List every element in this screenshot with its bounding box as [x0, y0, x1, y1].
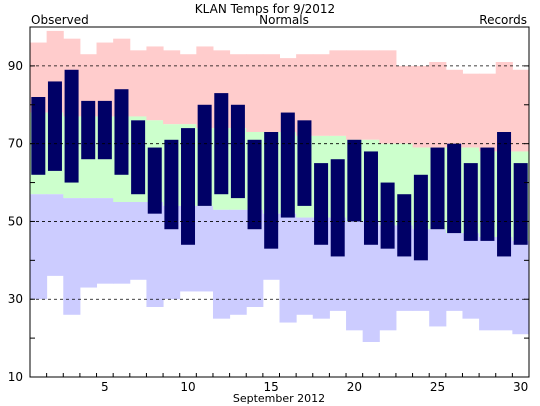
- legend-normals: Normals: [259, 13, 309, 27]
- observed-bar-day-2: [47, 81, 62, 171]
- observed-bar-day-27: [463, 163, 478, 241]
- record-low-band-day-20: [346, 221, 364, 331]
- y-tick-label-70: 70: [8, 137, 23, 151]
- record-high-band-day-15: [262, 54, 280, 132]
- observed-bar-day-23: [397, 194, 412, 257]
- y-tick-label-90: 90: [8, 59, 23, 73]
- record-low-band-day-26: [445, 233, 463, 311]
- record-low-band-day-6: [113, 202, 131, 284]
- record-low-band-day-13: [229, 209, 247, 315]
- record-low-band-day-12: [212, 209, 231, 319]
- record-low-band-day-22: [379, 225, 397, 331]
- observed-bar-day-29: [497, 132, 512, 257]
- record-high-band-day-9: [163, 50, 181, 125]
- record-high-band-day-27: [462, 73, 480, 148]
- record-low-band-day-5: [96, 198, 114, 284]
- record-high-band-day-20: [346, 50, 364, 140]
- record-low-band-day-16: [279, 213, 297, 323]
- observed-bar-day-9: [164, 139, 179, 230]
- observed-bar-day-16: [280, 112, 295, 218]
- record-low-band-day-3: [63, 198, 81, 315]
- record-low-band-day-29: [495, 237, 513, 331]
- record-high-band-day-10: [179, 54, 197, 125]
- y-tick-label-10: 10: [8, 370, 23, 384]
- observed-bar-day-15: [264, 132, 279, 249]
- record-high-band-day-23: [395, 65, 414, 144]
- observed-bar-day-25: [430, 147, 445, 230]
- record-high-band-day-29: [495, 62, 513, 152]
- record-high-band-day-26: [445, 69, 463, 148]
- x-axis-label: September 2012: [233, 392, 325, 405]
- record-high-band-day-22: [379, 50, 397, 144]
- record-low-band-day-17: [296, 217, 314, 315]
- record-low-band-day-28: [479, 237, 497, 331]
- observed-bar-day-3: [64, 69, 79, 183]
- observed-bar-day-8: [147, 147, 162, 214]
- y-axis: 10 30 50 70 90: [8, 26, 529, 384]
- legend-observed: Observed: [31, 13, 89, 27]
- observed-bar-day-21: [363, 151, 378, 245]
- record-low-band-day-21: [362, 221, 380, 342]
- observed-bar-day-14: [247, 139, 262, 230]
- record-low-band-day-14: [246, 209, 264, 307]
- record-low-band-day-9: [163, 205, 181, 300]
- record-low-band-day-7: [129, 202, 147, 280]
- record-high-band-day-30: [512, 69, 530, 152]
- record-low-band-day-2: [46, 194, 64, 276]
- observed-bar-day-13: [230, 104, 245, 199]
- observed-bar-day-22: [380, 182, 395, 249]
- x-tick-label-25: 25: [430, 380, 445, 394]
- observed-bar-day-20: [347, 139, 362, 222]
- x-tick-label-10: 10: [180, 380, 195, 394]
- observed-bar-day-17: [297, 120, 312, 206]
- x-tick-label-5: 5: [101, 380, 109, 394]
- record-low-band-day-11: [196, 205, 214, 292]
- observed-bar-day-24: [413, 174, 428, 261]
- y-tick-label-50: 50: [8, 214, 23, 228]
- observed-bar-day-7: [131, 120, 146, 195]
- record-high-band-day-8: [146, 46, 164, 121]
- legend-records: Records: [479, 13, 527, 27]
- observed-bar-day-28: [480, 147, 495, 241]
- record-high-band-day-28: [479, 73, 497, 152]
- observed-bar-day-19: [330, 159, 345, 257]
- y-tick-label-30: 30: [8, 292, 23, 306]
- record-high-band-day-17: [296, 54, 314, 136]
- chart-title: KLAN Temps for 9/2012: [195, 2, 335, 16]
- record-high-band-day-21: [362, 50, 380, 140]
- observed-bar-day-18: [314, 163, 329, 245]
- record-high-band-day-5: [96, 42, 114, 117]
- x-tick-label-15: 15: [264, 380, 279, 394]
- x-tick-label-30: 30: [513, 380, 528, 394]
- observed-bar-day-4: [81, 100, 96, 160]
- record-low-band-day-8: [146, 202, 164, 307]
- record-low-band-day-27: [462, 233, 480, 319]
- observed-bar-day-26: [447, 143, 462, 234]
- record-high-band-day-7: [129, 50, 147, 117]
- record-high-band-day-19: [329, 50, 347, 136]
- observed-bar-day-1: [31, 97, 46, 175]
- record-high-band-day-25: [429, 62, 447, 148]
- record-high-band-day-1: [30, 42, 48, 113]
- observed-bar-day-10: [181, 128, 196, 245]
- gridlines: [30, 65, 529, 300]
- observed-bar-day-30: [513, 163, 528, 245]
- record-high-band-day-24: [412, 65, 430, 148]
- observed-bar-day-6: [114, 89, 129, 175]
- record-low-band-day-25: [429, 229, 447, 327]
- x-axis: 5 10 15 20 25 30: [46, 373, 530, 394]
- record-low-band-day-1: [30, 194, 48, 300]
- record-low-band-day-4: [79, 198, 98, 288]
- observed-bar-day-12: [214, 93, 229, 195]
- record-low-band-day-30: [512, 240, 530, 335]
- observed-bar-day-11: [197, 104, 212, 206]
- observed-bar-day-5: [97, 100, 112, 160]
- record-high-band-day-14: [246, 54, 264, 132]
- x-tick-label-20: 20: [347, 380, 362, 394]
- record-high-band-day-18: [312, 54, 330, 136]
